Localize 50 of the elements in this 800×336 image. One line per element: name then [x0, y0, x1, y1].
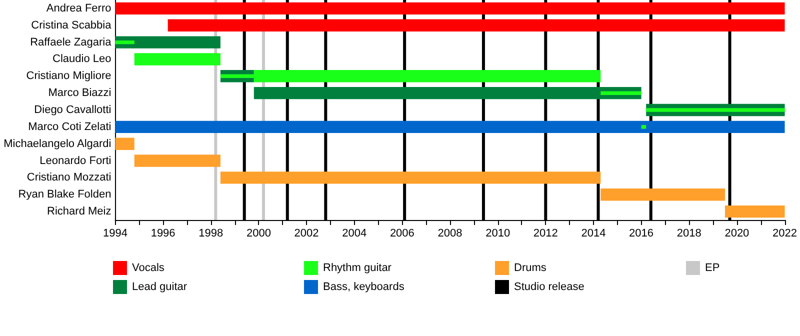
x-tick-label: 1998	[198, 228, 224, 240]
bar	[115, 36, 220, 48]
y-tick-label: Richard Meiz	[47, 206, 112, 218]
bar	[134, 154, 220, 167]
x-tick-label: 2002	[294, 228, 319, 240]
legend-label: Rhythm guitar	[323, 262, 392, 274]
bar	[600, 91, 642, 95]
x-tick-label: 2008	[438, 228, 462, 240]
bar	[115, 2, 785, 15]
legend-label: Studio release	[514, 281, 584, 293]
y-tick-label: Cristiano Migliore	[26, 70, 112, 82]
y-tick-label: Ryan Blake Folden	[18, 188, 112, 201]
bar	[724, 205, 785, 218]
y-tick-label: Raffaele Zagaria	[30, 36, 112, 48]
y-tick-label: Michaelangelo Algardi	[4, 138, 112, 150]
legend-label: Vocals	[132, 262, 165, 274]
y-tick-label: Cristina Scabbia	[31, 19, 112, 32]
x-tick-label: 2022	[772, 228, 798, 240]
bar	[220, 172, 601, 184]
bar	[115, 120, 785, 134]
bar	[134, 53, 220, 66]
y-tick-label: Leonardo Forti	[40, 154, 112, 167]
x-tick-label: 1994	[102, 228, 128, 240]
y-tick-label: Cristiano Mozzati	[26, 172, 112, 184]
legend-label: EP	[705, 262, 720, 274]
legend-label: Lead guitar	[132, 281, 188, 293]
y-tick-label: Marco Biazzi	[48, 87, 112, 100]
y-tick-label: Claudio Leo	[52, 53, 112, 66]
x-tick-label: 2018	[676, 228, 702, 240]
x-tick-label: 1996	[150, 228, 176, 240]
x-tick-label: 2000	[246, 228, 271, 240]
bar	[115, 40, 134, 44]
x-tick-label: 2020	[724, 228, 750, 240]
x-tick-label: 2016	[629, 228, 654, 240]
legend-label: Bass, keyboards	[323, 281, 405, 293]
x-tick-label: 2014	[581, 228, 606, 240]
x-tick-label: 2010	[486, 228, 510, 240]
x-tick-label: 2006	[390, 228, 414, 240]
bar	[115, 138, 134, 150]
bar	[646, 108, 785, 112]
y-tick-label: Diego Cavallotti	[34, 104, 112, 116]
x-tick-label: 2004	[342, 228, 367, 240]
y-tick-label: Marco Coti Zelati	[28, 120, 112, 133]
legend-label: Drums	[514, 262, 547, 274]
bar	[600, 188, 725, 201]
bar	[641, 125, 646, 129]
bar	[254, 86, 642, 100]
bar	[168, 19, 785, 32]
y-tick-label: Andrea Ferro	[46, 2, 112, 14]
x-tick-label: 2012	[533, 228, 558, 240]
